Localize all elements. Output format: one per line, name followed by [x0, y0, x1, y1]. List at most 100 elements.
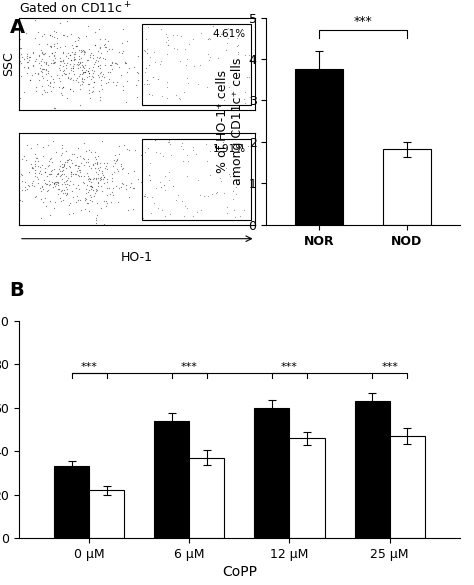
- Point: [34, 68, 42, 78]
- Point: [15, 81, 23, 90]
- Point: [80, 67, 87, 77]
- Point: [81, 47, 88, 57]
- Point: [20, 152, 28, 161]
- Point: [61, 160, 68, 170]
- Point: [22, 28, 30, 37]
- Point: [17, 170, 25, 179]
- Point: [158, 92, 166, 101]
- Point: [70, 75, 77, 85]
- Point: [194, 175, 202, 184]
- Point: [89, 159, 97, 168]
- Point: [94, 178, 102, 188]
- Point: [100, 70, 107, 79]
- Point: [77, 151, 84, 160]
- Point: [53, 71, 61, 80]
- Point: [244, 73, 251, 82]
- Point: [124, 168, 131, 178]
- Point: [141, 147, 148, 157]
- Point: [165, 167, 173, 176]
- Point: [234, 49, 242, 58]
- Point: [103, 46, 110, 56]
- Point: [56, 161, 64, 171]
- Point: [175, 93, 183, 102]
- Point: [234, 40, 241, 50]
- Point: [181, 44, 189, 54]
- Point: [66, 51, 73, 60]
- Point: [143, 63, 150, 73]
- Point: [66, 85, 74, 94]
- Point: [37, 61, 45, 70]
- Point: [93, 53, 101, 62]
- Point: [15, 155, 23, 164]
- Point: [241, 87, 248, 97]
- Point: [219, 137, 227, 147]
- Point: [176, 57, 184, 66]
- Bar: [255, 408, 290, 538]
- Point: [31, 149, 39, 159]
- Text: NOR: NOR: [274, 57, 302, 70]
- Point: [240, 94, 248, 103]
- Point: [114, 60, 121, 69]
- Point: [45, 51, 53, 61]
- Point: [51, 198, 58, 207]
- Point: [24, 58, 31, 67]
- Point: [67, 167, 74, 177]
- Point: [74, 161, 82, 170]
- Point: [59, 174, 66, 183]
- Point: [101, 54, 109, 64]
- Point: [18, 52, 26, 61]
- Point: [82, 188, 90, 198]
- Point: [35, 168, 42, 177]
- Point: [15, 205, 23, 214]
- Point: [74, 164, 82, 173]
- Point: [50, 40, 57, 49]
- Point: [145, 22, 152, 32]
- Point: [184, 156, 192, 166]
- Point: [165, 175, 173, 184]
- Point: [159, 152, 166, 161]
- Point: [161, 171, 168, 181]
- Point: [56, 156, 64, 166]
- Point: [115, 63, 123, 72]
- Point: [79, 65, 86, 74]
- Point: [113, 164, 121, 174]
- Point: [113, 155, 121, 164]
- Point: [36, 58, 43, 68]
- Point: [66, 60, 74, 69]
- Point: [190, 145, 197, 154]
- Point: [41, 168, 49, 177]
- Bar: [54, 466, 89, 538]
- Point: [62, 191, 70, 200]
- Point: [39, 151, 47, 160]
- Point: [50, 204, 58, 213]
- Point: [56, 194, 64, 203]
- Point: [62, 172, 69, 181]
- Point: [84, 21, 92, 30]
- Point: [157, 25, 164, 34]
- Point: [25, 56, 32, 65]
- Point: [35, 50, 43, 59]
- Point: [118, 178, 126, 187]
- Point: [97, 181, 105, 191]
- Point: [79, 77, 86, 86]
- Point: [116, 150, 123, 159]
- Point: [57, 150, 65, 159]
- Point: [89, 185, 97, 195]
- Point: [95, 25, 103, 34]
- Point: [189, 212, 197, 221]
- Point: [97, 49, 105, 58]
- Point: [68, 47, 76, 57]
- Point: [109, 174, 116, 183]
- Point: [130, 63, 137, 72]
- Point: [66, 177, 74, 186]
- Point: [15, 172, 23, 181]
- Point: [75, 71, 83, 80]
- Point: [169, 181, 177, 191]
- Point: [119, 46, 127, 56]
- Point: [232, 212, 239, 222]
- Point: [88, 182, 96, 191]
- Point: [91, 40, 99, 49]
- Point: [98, 67, 105, 76]
- Point: [87, 181, 95, 190]
- Point: [205, 33, 212, 42]
